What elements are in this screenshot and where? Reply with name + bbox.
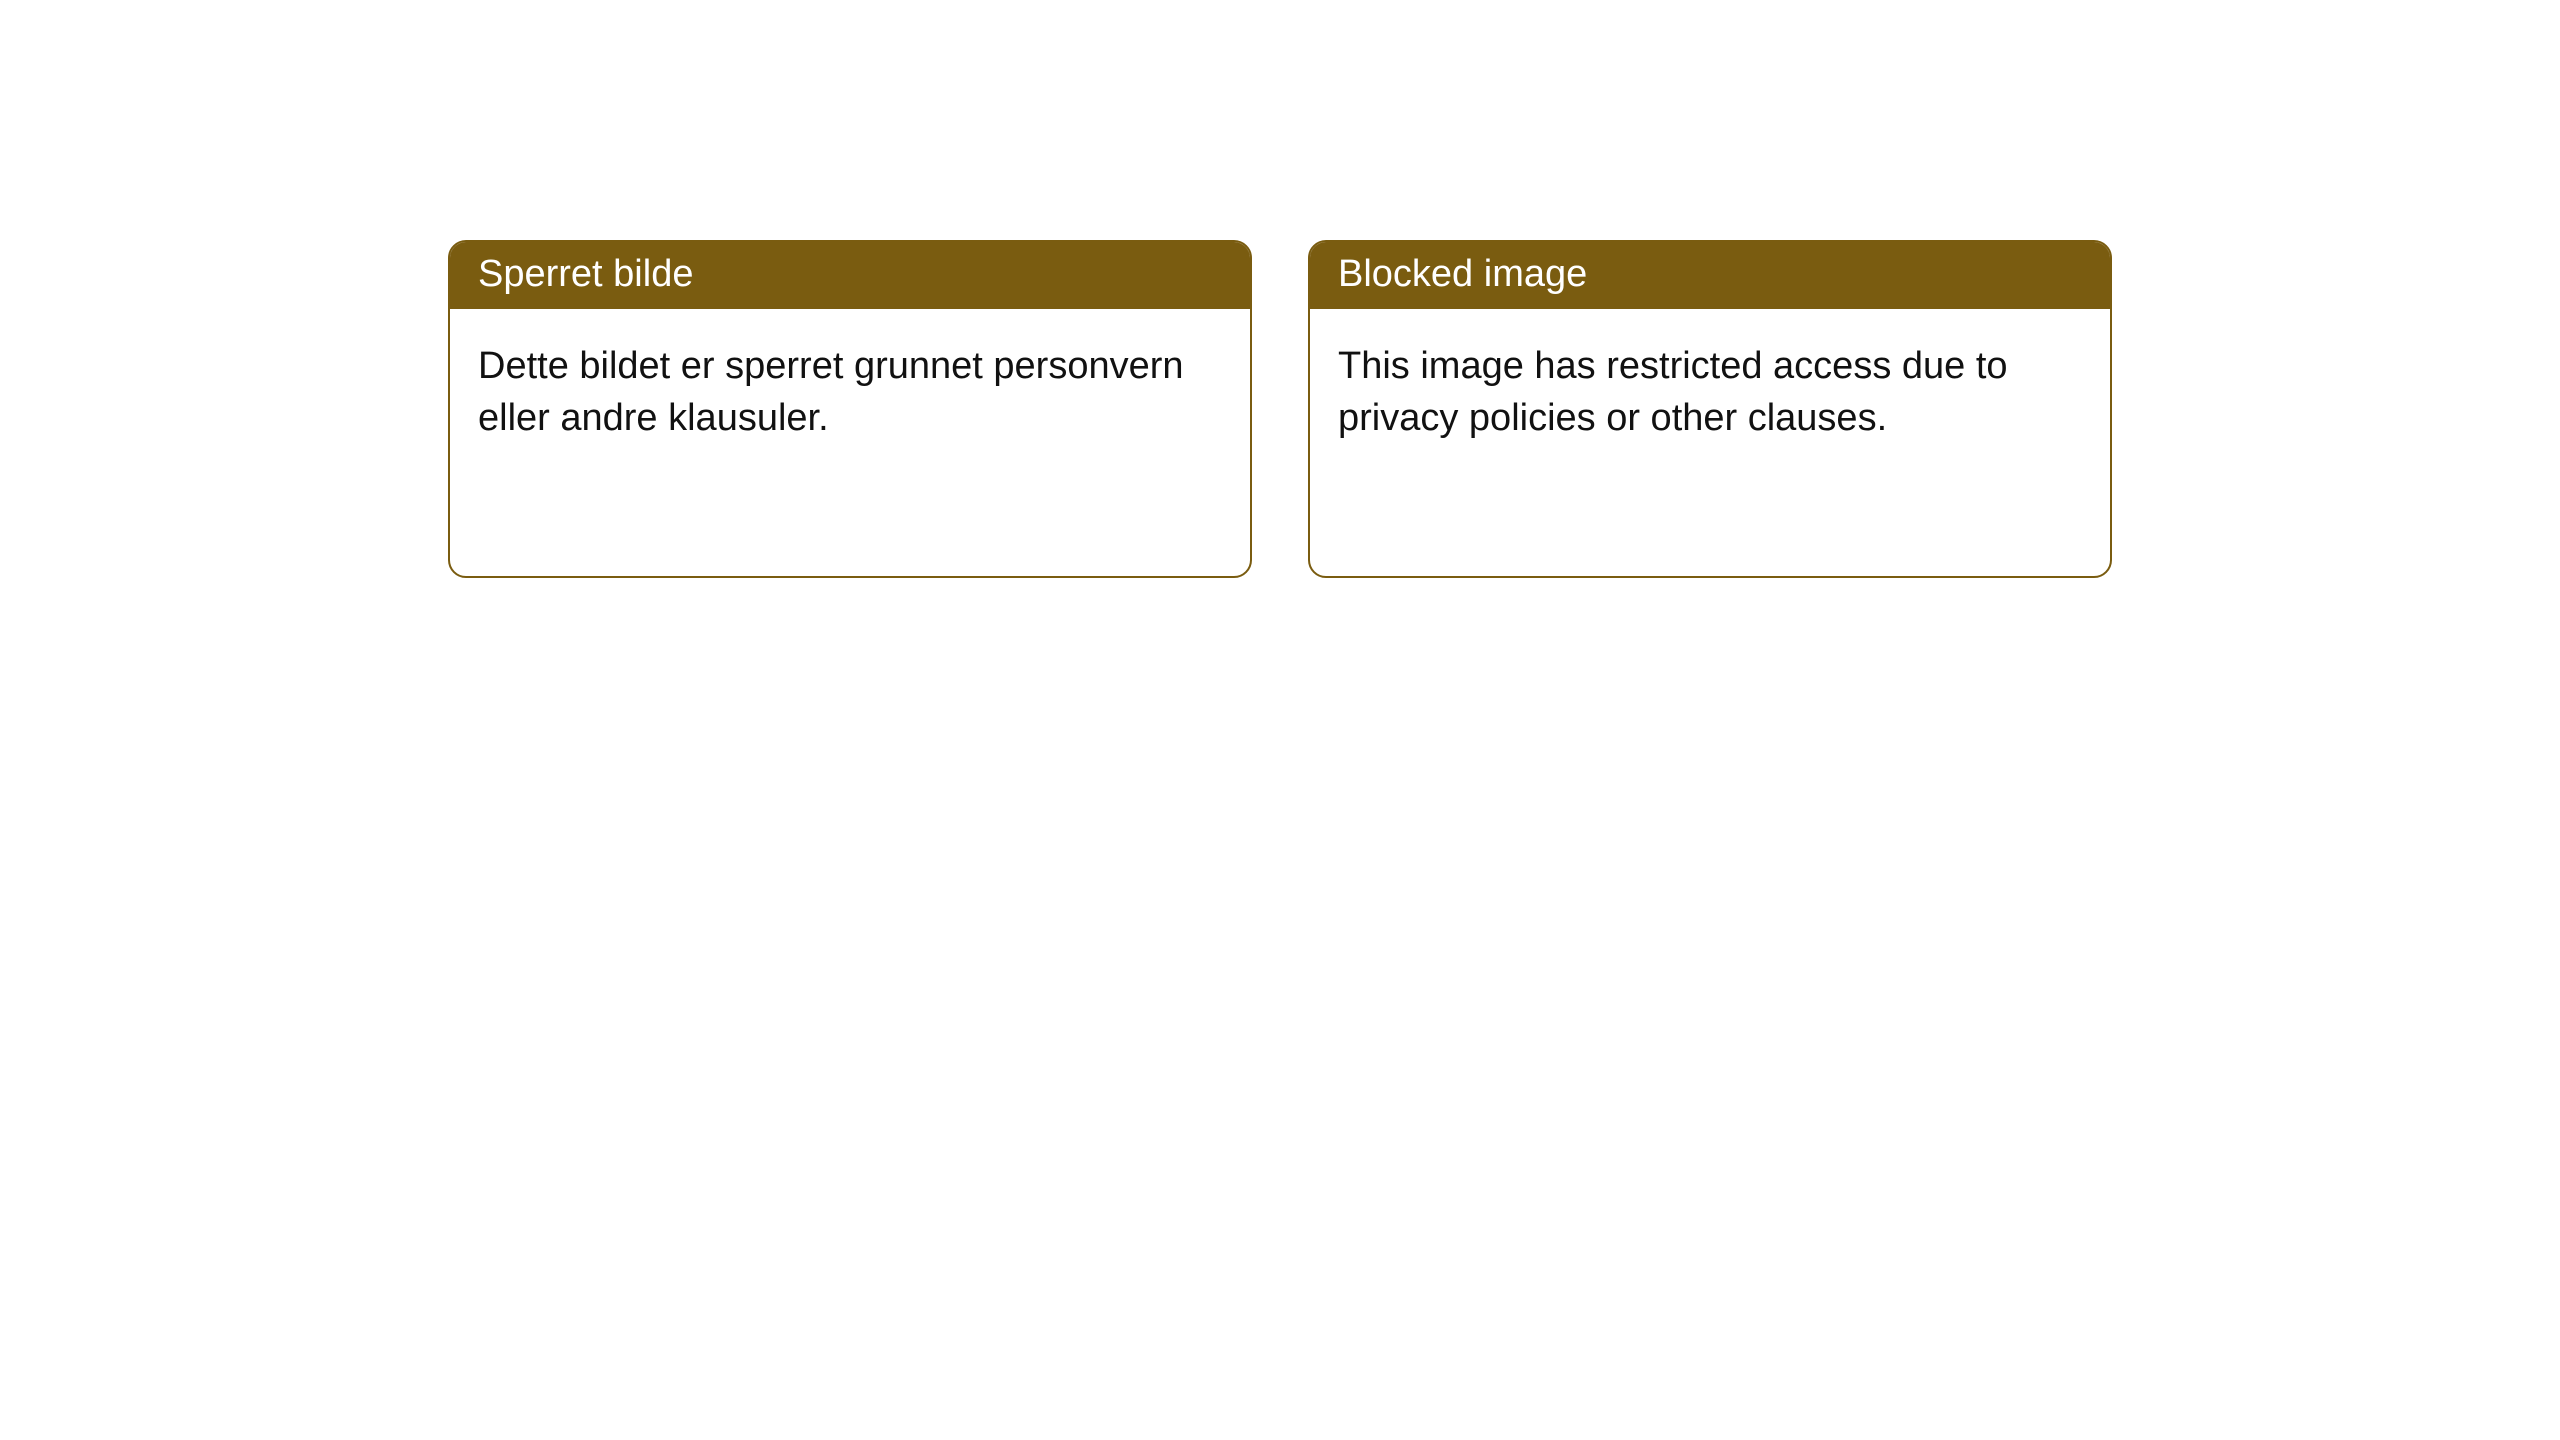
notice-container: Sperret bilde Dette bildet er sperret gr… xyxy=(448,240,2112,578)
notice-header: Sperret bilde xyxy=(450,242,1250,309)
notice-body: Dette bildet er sperret grunnet personve… xyxy=(450,309,1250,476)
notice-card-norwegian: Sperret bilde Dette bildet er sperret gr… xyxy=(448,240,1252,578)
notice-body: This image has restricted access due to … xyxy=(1310,309,2110,476)
notice-card-english: Blocked image This image has restricted … xyxy=(1308,240,2112,578)
notice-header: Blocked image xyxy=(1310,242,2110,309)
